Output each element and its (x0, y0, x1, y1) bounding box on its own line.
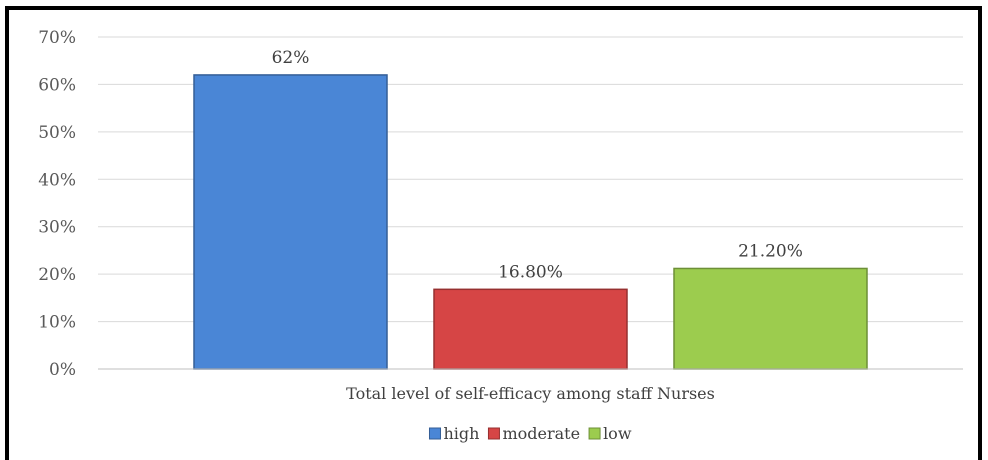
legend: high moderate low (428, 424, 632, 443)
legend-item-high: high (428, 424, 479, 443)
legend-swatch-low (588, 427, 601, 440)
y-tick-label: 40% (38, 170, 76, 190)
legend-item-moderate: moderate (487, 424, 580, 443)
bar-moderate (433, 288, 628, 370)
data-labels: 62% 16.80% 21.20% (272, 48, 803, 282)
legend-item-low: low (588, 424, 632, 443)
bar-low (673, 267, 868, 370)
y-tick-label: 50% (38, 123, 76, 143)
y-tick-label: 0% (49, 360, 76, 380)
bar-high (193, 74, 388, 370)
legend-label-low: low (603, 424, 632, 443)
x-category-label: Total level of self-efficacy among staff… (346, 384, 715, 403)
data-label-high: 62% (272, 48, 310, 68)
legend-label-high: high (443, 424, 479, 443)
chart-frame (5, 6, 982, 460)
legend-swatch-high (428, 427, 441, 440)
y-tick-label: 30% (38, 218, 76, 238)
y-tick-label: 10% (38, 313, 76, 333)
y-axis-ticks: 0% 10% 20% 30% 40% 50% 60% 70% (38, 28, 76, 380)
data-label-low: 21.20% (738, 241, 803, 261)
bars (193, 74, 868, 370)
y-tick-label: 20% (38, 265, 76, 285)
y-tick-label: 70% (38, 28, 76, 48)
legend-label-moderate: moderate (502, 424, 580, 443)
y-tick-label: 60% (38, 75, 76, 95)
data-label-moderate: 16.80% (498, 262, 563, 282)
legend-swatch-moderate (487, 427, 500, 440)
